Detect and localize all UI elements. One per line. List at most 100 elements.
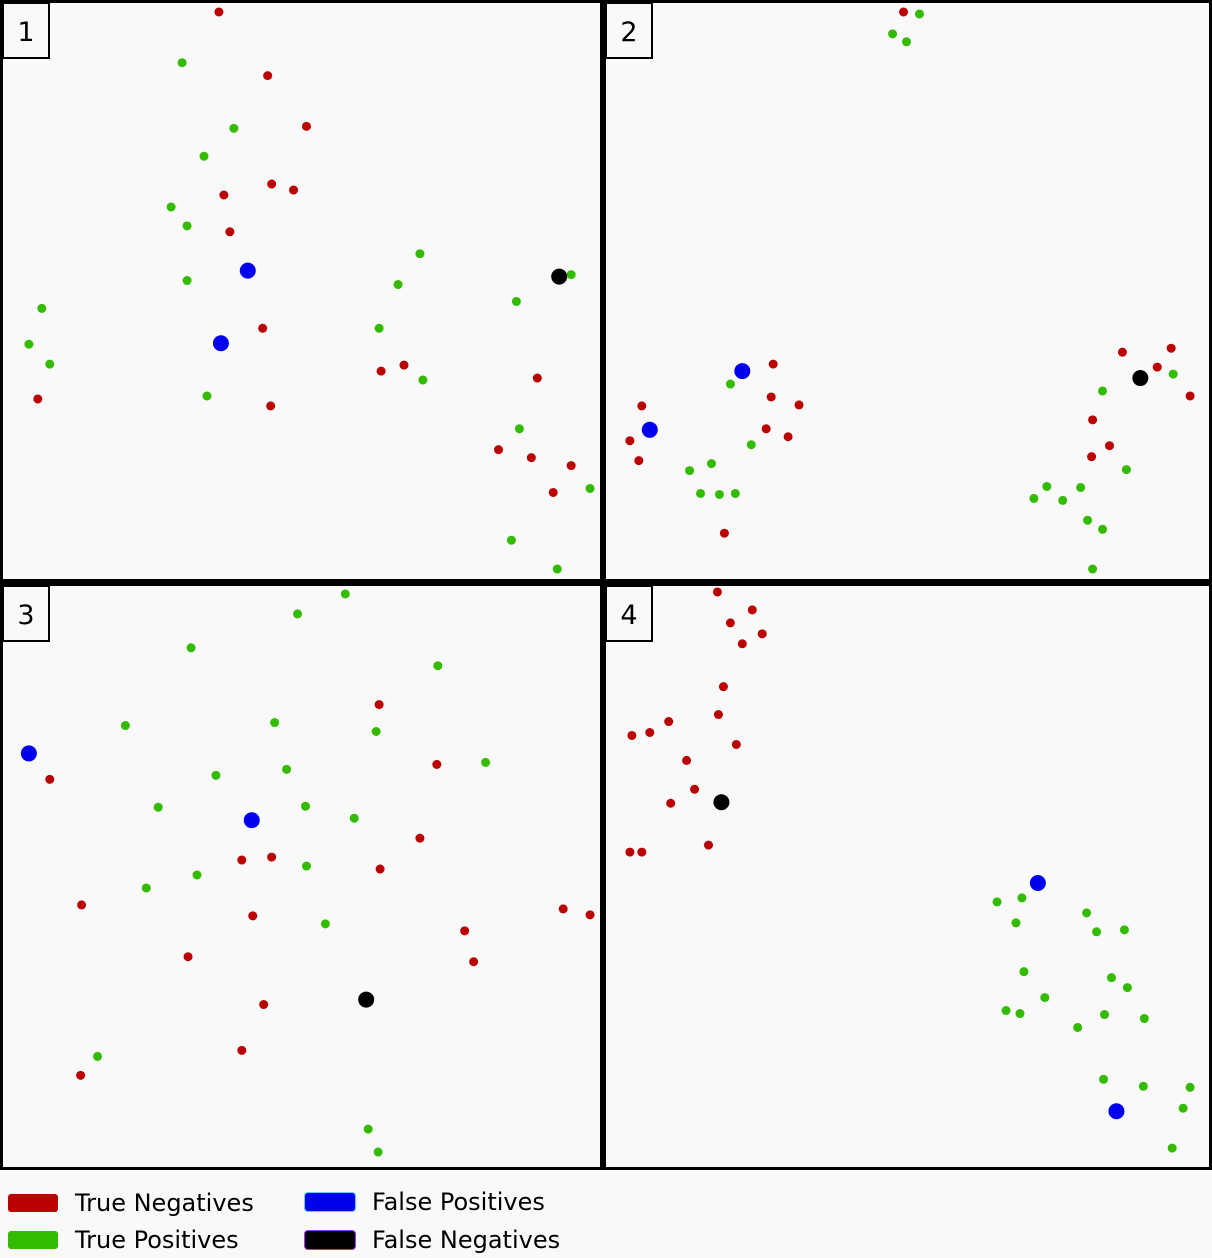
true-negative-point <box>266 401 276 411</box>
true-positive-point <box>566 270 576 280</box>
true-negative-point <box>703 840 713 850</box>
true-negative-point <box>625 847 635 857</box>
true-negative-point <box>76 1070 86 1080</box>
true-positive-point <box>418 375 428 385</box>
false-positive-point <box>1108 1103 1125 1120</box>
true-positive-point <box>585 483 595 493</box>
true-positive-point <box>914 9 924 19</box>
panel-label-box <box>605 2 653 59</box>
true-negative-point <box>761 424 771 434</box>
true-negative-point <box>469 957 479 967</box>
panel-label: 2 <box>620 17 637 48</box>
legend-label: True Negatives <box>75 1189 254 1217</box>
true-positive-point <box>45 359 55 369</box>
true-positive-point <box>1122 983 1132 993</box>
true-positive-point <box>141 883 151 893</box>
true-positive-point <box>1100 1010 1110 1020</box>
true-positive-point <box>1185 1082 1195 1092</box>
true-negative-point <box>627 730 637 740</box>
true-positive-point <box>902 37 912 47</box>
true-positive-point <box>552 564 562 574</box>
true-positive-point <box>1076 482 1086 492</box>
true-positive-point <box>696 488 706 498</box>
true-negative-point <box>1088 415 1098 425</box>
legend-label: False Negatives <box>372 1226 561 1254</box>
false-negatives-swatch <box>305 1231 355 1249</box>
true-positive-point <box>1088 564 1098 574</box>
true-positive-point <box>177 58 187 68</box>
true-negative-point <box>1166 343 1176 353</box>
true-negative-point <box>666 798 676 808</box>
false-positive-point <box>20 745 37 762</box>
true-negative-point <box>766 392 776 402</box>
legend-true-positives: True Positives <box>8 1226 239 1254</box>
true-positive-point <box>393 280 403 290</box>
true-negative-point <box>415 833 425 843</box>
scatter-panel-4: 4 <box>603 583 1212 1170</box>
panel-background <box>3 3 600 580</box>
scatter-panel-2: 2 <box>603 0 1212 583</box>
true-positive-point <box>340 589 350 599</box>
false-negative-point <box>358 991 375 1008</box>
true-positive-point <box>1017 893 1027 903</box>
true-negative-point <box>45 774 55 784</box>
true-negative-point <box>267 179 277 189</box>
true-negative-point <box>259 1000 269 1010</box>
legend-label: True Positives <box>75 1226 239 1254</box>
legend-false-positives: False Positives <box>305 1188 545 1216</box>
true-negative-point <box>376 366 386 376</box>
true-negative-point <box>725 618 735 628</box>
false-positive-point <box>1029 874 1046 891</box>
panel-label: 1 <box>17 17 34 48</box>
true-positive-point <box>1106 973 1116 983</box>
true-negative-point <box>719 528 729 538</box>
true-negative-point <box>374 700 384 710</box>
true-negative-point <box>1185 391 1195 401</box>
true-positive-point <box>192 870 202 880</box>
true-positive-point <box>293 609 303 619</box>
true-negative-point <box>33 394 43 404</box>
true-negatives-swatch <box>8 1194 58 1212</box>
true-negative-point <box>747 605 757 615</box>
true-negative-point <box>682 755 692 765</box>
true-positive-point <box>1119 925 1129 935</box>
true-positive-point <box>1073 1022 1083 1032</box>
true-positive-point <box>1083 515 1093 525</box>
true-positive-point <box>1139 1014 1149 1024</box>
true-negative-point <box>713 710 723 720</box>
true-negative-point <box>558 904 568 914</box>
true-positive-point <box>514 424 524 434</box>
true-positive-point <box>24 339 34 349</box>
true-positive-point <box>1058 495 1068 505</box>
true-negative-point <box>548 487 558 497</box>
false-positive-point <box>243 812 260 829</box>
true-positive-point <box>1168 369 1178 379</box>
true-negative-point <box>263 71 273 81</box>
true-negative-point <box>664 717 674 727</box>
true-positive-point <box>506 535 516 545</box>
true-positive-point <box>93 1051 103 1061</box>
true-positive-point <box>1092 927 1102 937</box>
true-negative-point <box>712 587 722 597</box>
true-positive-point <box>1178 1103 1188 1113</box>
true-positive-point <box>415 249 425 259</box>
true-positive-point <box>888 29 898 39</box>
panel-label-box <box>2 2 50 59</box>
panel-background <box>606 3 1209 580</box>
panel-background <box>3 586 600 1167</box>
true-negative-point <box>225 227 235 237</box>
false-positive-point <box>212 335 229 352</box>
true-positive-point <box>182 276 192 286</box>
true-positive-point <box>1099 1074 1109 1084</box>
false-positive-point <box>641 421 658 438</box>
true-positive-point <box>166 202 176 212</box>
panel-label: 4 <box>620 600 637 631</box>
true-positive-point <box>1167 1143 1177 1153</box>
true-negative-point <box>460 926 470 936</box>
true-negative-point <box>768 359 778 369</box>
true-negative-point <box>1087 452 1097 462</box>
true-negative-point <box>794 400 804 410</box>
true-positive-point <box>1138 1081 1148 1091</box>
true-negative-point <box>248 911 258 921</box>
true-negative-point <box>289 185 299 195</box>
